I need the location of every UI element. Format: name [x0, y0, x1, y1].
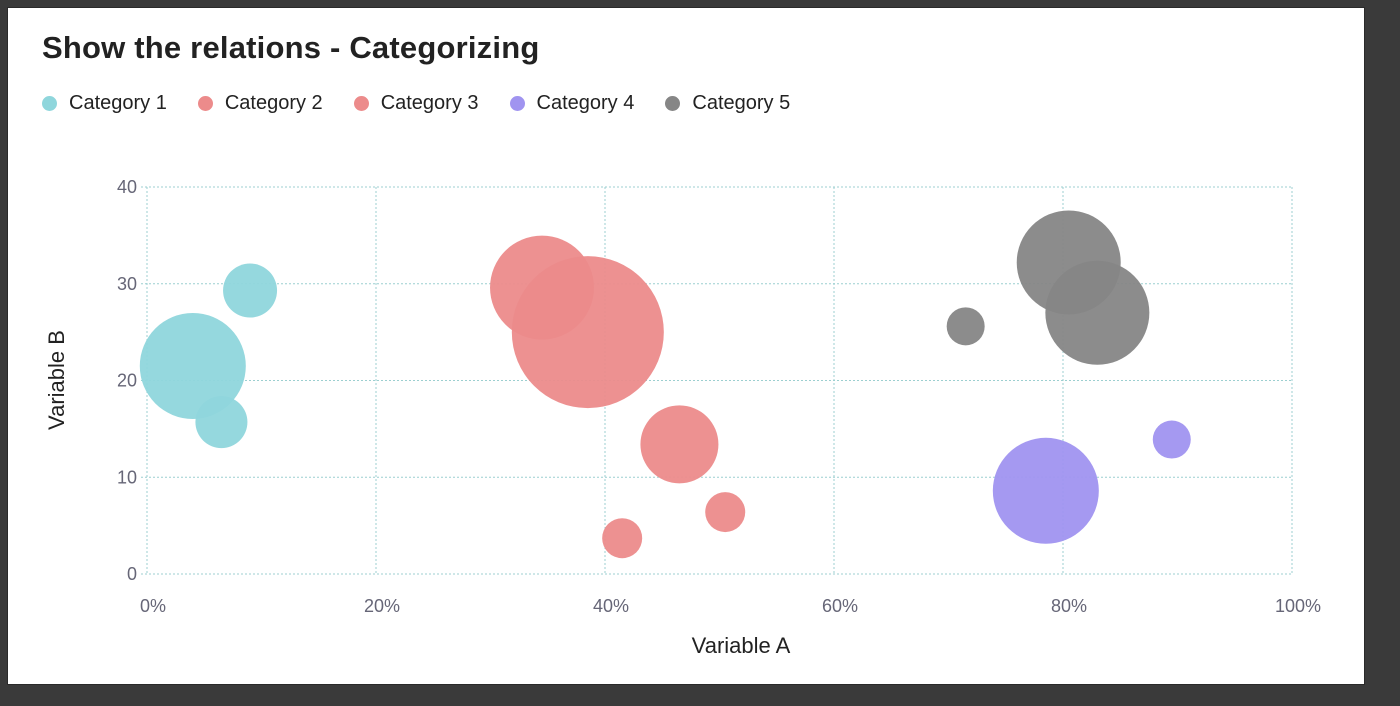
legend-label: Category 4	[536, 92, 635, 114]
legend-label: Category 1	[69, 92, 167, 114]
bubble-category-1-2[interactable]	[223, 263, 278, 318]
legend-item-category-4[interactable]: Category 4	[509, 92, 635, 115]
legend-item-category-2[interactable]: Category 2	[197, 92, 323, 115]
chart-title: Show the relations - Categorizing	[42, 30, 540, 65]
bubble-category-3-1[interactable]	[640, 405, 719, 484]
legend-item-category-3[interactable]: Category 3	[353, 92, 479, 115]
legend-dot-icon	[197, 96, 213, 111]
x-tick-label: 100%	[1275, 596, 1321, 616]
bubble-category-1-1[interactable]	[139, 312, 246, 419]
y-tick-label: 0	[127, 564, 137, 584]
x-tick-label: 0%	[140, 596, 166, 616]
bubble-category-5-1[interactable]	[946, 307, 985, 346]
legend-label: Category 3	[380, 92, 479, 114]
x-tick-label: 20%	[364, 596, 400, 616]
legend-item-category-1[interactable]: Category 1	[42, 92, 167, 115]
legend-item-category-5[interactable]: Category 5	[665, 92, 790, 115]
axis-labels: Variable A Variable B 0% 20% 40% 60% 80% 100%…	[44, 177, 1321, 658]
y-tick-label: 40	[117, 177, 137, 197]
y-tick-label: 20	[117, 371, 137, 391]
legend-dot-icon	[42, 96, 57, 111]
x-tick-label: 80%	[1051, 596, 1087, 616]
legend-label: Category 5	[692, 92, 791, 114]
bubble-category-5-3[interactable]	[1045, 260, 1150, 365]
y-tick-label: 10	[117, 467, 137, 487]
bubbles	[139, 210, 1191, 559]
y-axis-title: Variable B	[44, 330, 69, 430]
bubble-category-1-3[interactable]	[195, 396, 248, 449]
legend-dot-icon	[665, 96, 681, 111]
chart-legend: Category 1 Category 2 Category 3 Categor…	[42, 92, 821, 115]
x-tick-label: 40%	[593, 596, 629, 616]
bubble-category-4-2[interactable]	[1152, 420, 1191, 459]
bubble-category-2-2[interactable]	[511, 256, 664, 409]
bubble-category-3-3[interactable]	[602, 518, 643, 559]
y-tick-label: 30	[117, 274, 137, 294]
x-tick-label: 60%	[822, 596, 858, 616]
x-axis-title: Variable A	[692, 633, 791, 658]
bubble-category-4-1[interactable]	[992, 437, 1099, 544]
legend-dot-icon	[509, 96, 525, 111]
bubble-category-3-2[interactable]	[705, 492, 746, 533]
legend-dot-icon	[353, 96, 369, 111]
legend-label: Category 2	[224, 92, 323, 114]
